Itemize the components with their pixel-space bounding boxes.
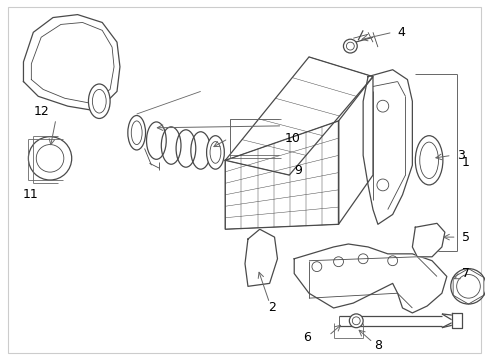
Circle shape bbox=[348, 314, 363, 328]
Text: 9: 9 bbox=[294, 164, 302, 177]
Polygon shape bbox=[23, 15, 120, 111]
Polygon shape bbox=[451, 313, 461, 328]
Text: 12: 12 bbox=[33, 105, 49, 118]
Polygon shape bbox=[225, 121, 338, 229]
Circle shape bbox=[343, 39, 357, 53]
Text: 2: 2 bbox=[267, 301, 275, 315]
Polygon shape bbox=[244, 229, 277, 286]
Text: 1: 1 bbox=[461, 156, 468, 169]
Ellipse shape bbox=[88, 84, 110, 118]
Text: 11: 11 bbox=[22, 188, 38, 201]
Circle shape bbox=[450, 269, 485, 304]
Ellipse shape bbox=[127, 116, 145, 150]
Ellipse shape bbox=[414, 136, 442, 185]
Ellipse shape bbox=[146, 122, 166, 159]
Polygon shape bbox=[411, 223, 444, 257]
Polygon shape bbox=[294, 244, 446, 313]
Text: 3: 3 bbox=[456, 149, 464, 162]
Text: 7: 7 bbox=[461, 267, 468, 280]
Text: 8: 8 bbox=[373, 339, 381, 352]
Ellipse shape bbox=[206, 136, 224, 169]
Polygon shape bbox=[363, 70, 411, 224]
Polygon shape bbox=[338, 77, 372, 224]
Text: 4: 4 bbox=[397, 26, 405, 39]
Text: 10: 10 bbox=[284, 132, 300, 145]
Polygon shape bbox=[225, 57, 372, 175]
Circle shape bbox=[28, 137, 72, 180]
Text: 6: 6 bbox=[303, 331, 310, 344]
Text: 5: 5 bbox=[461, 231, 468, 244]
